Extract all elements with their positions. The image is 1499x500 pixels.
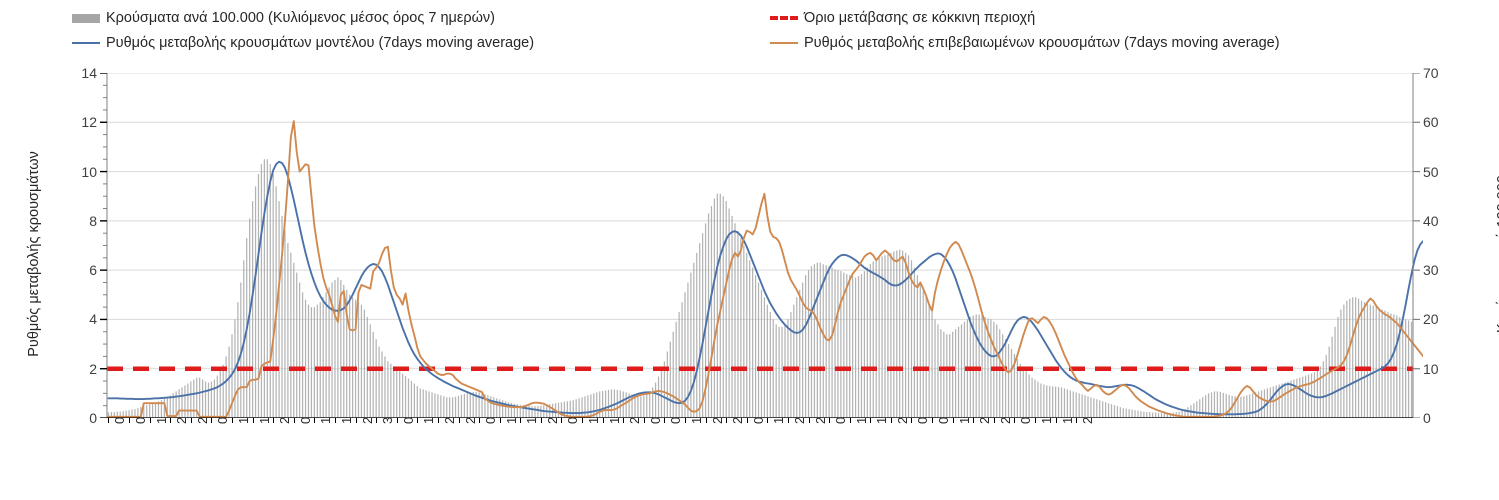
x-tick-mark (520, 418, 522, 423)
chart-canvas (100, 73, 1423, 418)
x-tick-mark (293, 418, 295, 423)
x-tick-mark (334, 418, 336, 423)
legend-item-confirmed-rate: Ρυθμός μεταβολής επιβεβαιωμένων κρουσμάτ… (770, 33, 1280, 53)
x-tick-mark (952, 418, 954, 423)
x-tick-mark (582, 418, 584, 423)
x-tick-mark (664, 418, 666, 423)
dashed-line-swatch-icon (770, 16, 798, 20)
line-series-1 (107, 120, 1423, 418)
x-tick-mark (273, 418, 275, 423)
axis-spines (100, 73, 1420, 418)
legend-item-cases-per-100000: Κρούσματα ανά 100.000 (Κυλιόμενος μέσος … (72, 8, 495, 28)
x-tick-mark (870, 418, 872, 423)
y-tick-label: 30 (1423, 262, 1439, 279)
x-tick-mark (190, 418, 192, 423)
x-tick-mark (890, 418, 892, 423)
x-tick-mark (149, 418, 151, 423)
x-tick-mark (540, 418, 542, 423)
y-tick-label: 2 (89, 360, 97, 377)
x-tick-mark (376, 418, 378, 423)
y-tick-label: 40 (1423, 212, 1439, 229)
x-tick-mark (211, 418, 213, 423)
x-tick-mark (911, 418, 913, 423)
x-tick-mark (973, 418, 975, 423)
x-tick-mark (726, 418, 728, 423)
x-tick-mark (396, 418, 398, 423)
orange-line-swatch-icon (770, 42, 798, 44)
y-axis-right-title: Κρούσματα ανά 100.000 (1495, 175, 1499, 333)
x-tick-mark (829, 418, 831, 423)
x-tick-mark (1014, 418, 1016, 423)
x-tick-mark (458, 418, 460, 423)
x-tick-mark (787, 418, 789, 423)
y-tick-label: 60 (1423, 114, 1439, 131)
x-tick-mark (684, 418, 686, 423)
y-tick-label: 4 (89, 311, 97, 328)
legend-item-red-zone-limit: Όριο μετάβασης σε κόκκινη περιοχή (770, 8, 1035, 28)
x-tick-mark (170, 418, 172, 423)
x-tick-mark (932, 418, 934, 423)
x-tick-mark (705, 418, 707, 423)
x-tick-mark (849, 418, 851, 423)
y-tick-label: 10 (1423, 360, 1439, 377)
legend-label-model-rate: Ρυθμός μεταβολής κρουσμάτων μοντέλου (7d… (106, 35, 535, 51)
y-tick-label: 0 (89, 410, 97, 426)
x-tick-mark (1055, 418, 1057, 423)
x-tick-mark (623, 418, 625, 423)
x-tick-mark (437, 418, 439, 423)
chart-legend: Κρούσματα ανά 100.000 (Κυλιόμενος μέσος … (0, 0, 1499, 60)
y-tick-label: 6 (89, 262, 97, 279)
y-tick-label: 8 (89, 212, 97, 229)
legend-label-cases-per-100000: Κρούσματα ανά 100.000 (Κυλιόμενος μέσος … (106, 10, 496, 26)
legend-label-confirmed-rate: Ρυθμός μεταβολής επιβεβαιωμένων κρουσμάτ… (804, 35, 1280, 51)
legend-item-model-rate: Ρυθμός μεταβολής κρουσμάτων μοντέλου (7d… (72, 33, 534, 53)
bar-swatch-icon (72, 13, 100, 23)
x-tick-mark (499, 418, 501, 423)
x-tick-mark (1035, 418, 1037, 423)
y-tick-label: 50 (1423, 163, 1439, 180)
y-tick-label: 20 (1423, 311, 1439, 328)
x-tick-mark (1076, 418, 1078, 423)
y-tick-label: 12 (81, 114, 97, 131)
legend-label-red-zone-limit: Όριο μετάβασης σε κόκκινη περιοχή (804, 10, 1036, 26)
x-tick-mark (479, 418, 481, 423)
x-tick-mark (252, 418, 254, 423)
x-tick-mark (602, 418, 604, 423)
chart-plot-area (99, 73, 1423, 418)
x-tick-mark (108, 418, 110, 423)
y-tick-label: 10 (81, 163, 97, 180)
x-tick-mark (417, 418, 419, 423)
line-swatch-icon (72, 42, 100, 44)
x-tick-mark (232, 418, 233, 423)
x-tick-mark (355, 418, 357, 423)
y-tick-label: 70 (1423, 65, 1439, 81)
x-tick-mark (993, 418, 995, 423)
x-tick-mark (767, 418, 769, 423)
x-tick-mark (746, 418, 748, 423)
x-tick-mark (561, 418, 563, 423)
bar-series (107, 159, 1413, 418)
y-axis-left-title: Ρυθμός μεταβολής κρουσμάτων (26, 151, 42, 357)
y-tick-label: 14 (81, 65, 97, 81)
x-tick-mark (314, 418, 316, 423)
x-tick-mark (643, 418, 645, 423)
x-tick-mark (808, 418, 810, 423)
y-tick-label: 0 (1423, 410, 1431, 426)
x-tick-mark (129, 418, 131, 423)
